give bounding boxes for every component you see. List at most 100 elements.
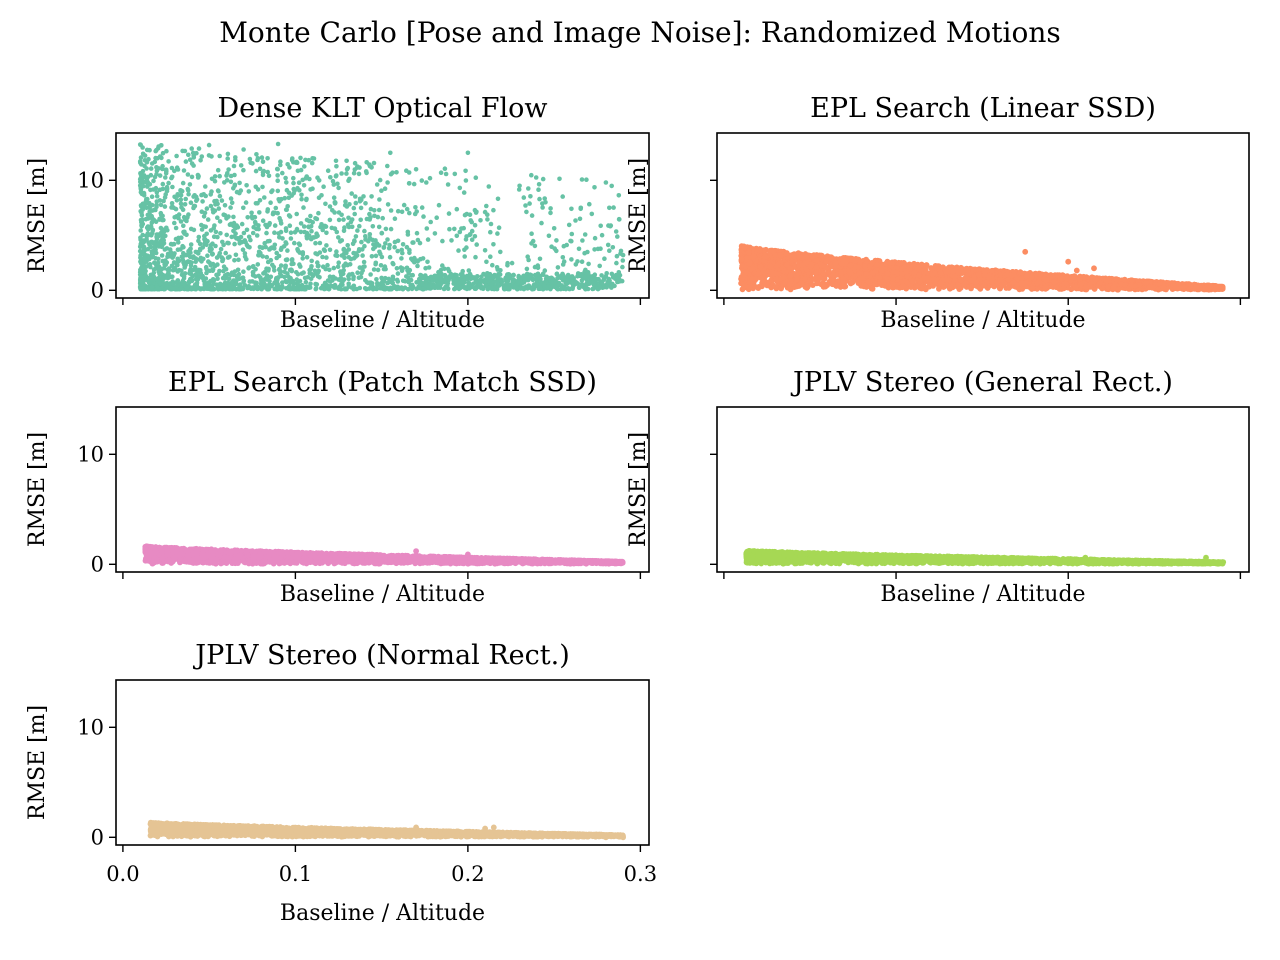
data-point xyxy=(595,286,601,292)
data-point xyxy=(342,286,348,291)
data-point xyxy=(213,243,218,249)
data-point xyxy=(419,178,425,183)
data-point xyxy=(210,261,216,267)
data-point xyxy=(313,286,319,292)
data-point xyxy=(592,185,597,190)
data-point xyxy=(302,275,308,281)
data-point xyxy=(336,277,342,282)
data-point xyxy=(152,174,158,180)
data-point xyxy=(425,275,430,281)
data-point xyxy=(361,259,367,265)
data-point xyxy=(169,201,175,206)
data-point xyxy=(408,283,414,288)
data-point xyxy=(308,266,314,272)
data-point xyxy=(565,272,571,278)
data-point xyxy=(350,241,356,247)
data-point xyxy=(139,210,144,215)
data-point xyxy=(205,253,210,258)
data-point xyxy=(300,256,306,261)
data-point xyxy=(591,286,596,291)
data-point xyxy=(176,235,181,241)
data-point xyxy=(372,213,377,219)
data-point xyxy=(265,156,270,161)
data-point xyxy=(238,188,244,193)
data-point xyxy=(575,259,580,264)
data-point xyxy=(139,224,144,229)
data-point xyxy=(552,246,557,251)
data-point xyxy=(496,283,502,288)
data-point xyxy=(395,271,401,276)
data-point xyxy=(524,266,530,272)
data-point xyxy=(275,173,280,178)
data-point xyxy=(281,244,287,249)
data-point xyxy=(498,249,503,255)
data-point xyxy=(304,197,309,203)
data-point xyxy=(478,218,483,223)
data-point xyxy=(257,198,263,203)
data-point xyxy=(353,234,359,239)
data-point xyxy=(181,168,187,173)
data-point xyxy=(162,204,168,209)
data-point xyxy=(146,156,151,162)
data-point xyxy=(410,240,415,245)
data-point xyxy=(179,254,185,260)
data-point xyxy=(415,259,421,264)
data-point xyxy=(214,282,220,288)
data-point xyxy=(156,256,161,262)
data-point xyxy=(454,206,460,212)
data-point xyxy=(440,238,445,244)
data-point xyxy=(561,243,567,249)
data-point xyxy=(294,228,300,233)
data-point xyxy=(394,266,400,271)
data-point xyxy=(189,174,195,180)
data-point xyxy=(428,283,433,289)
data-point xyxy=(424,226,430,231)
data-point xyxy=(284,187,290,193)
data-point xyxy=(473,175,479,180)
data-point xyxy=(407,210,412,216)
data-point xyxy=(439,271,444,277)
data-point xyxy=(154,234,159,240)
data-point xyxy=(353,194,358,199)
data-point xyxy=(283,175,288,181)
data-point xyxy=(250,216,255,221)
data-point xyxy=(196,234,202,240)
data-point xyxy=(363,234,368,239)
data-point xyxy=(341,247,347,252)
data-point xyxy=(381,266,387,272)
data-point xyxy=(316,210,321,216)
data-point xyxy=(253,267,258,272)
data-point xyxy=(351,276,356,282)
data-point xyxy=(288,230,294,235)
data-point xyxy=(235,267,241,273)
data-point xyxy=(289,258,295,263)
data-point xyxy=(458,272,464,277)
data-point xyxy=(336,210,342,215)
data-point xyxy=(334,229,340,235)
data-point xyxy=(162,247,168,252)
data-point xyxy=(525,254,530,259)
data-point xyxy=(241,269,246,275)
data-point xyxy=(212,198,217,204)
data-point xyxy=(333,253,338,258)
data-point xyxy=(202,233,207,239)
data-point xyxy=(184,285,190,291)
data-point xyxy=(472,222,478,228)
data-point xyxy=(256,273,262,279)
data-point xyxy=(451,281,457,286)
data-point xyxy=(570,276,575,281)
data-point xyxy=(218,246,224,252)
data-point xyxy=(327,247,333,253)
data-point xyxy=(400,278,406,284)
data-point xyxy=(262,195,267,200)
data-point xyxy=(357,165,362,170)
data-point xyxy=(193,272,198,277)
data-point xyxy=(548,206,553,211)
data-point xyxy=(576,246,582,252)
data-point xyxy=(254,233,260,238)
data-point xyxy=(236,237,242,242)
data-point xyxy=(367,232,373,237)
data-point xyxy=(611,205,616,210)
subplot-title: EPL Search (Linear SSD) xyxy=(810,93,1156,124)
data-point xyxy=(438,170,444,175)
